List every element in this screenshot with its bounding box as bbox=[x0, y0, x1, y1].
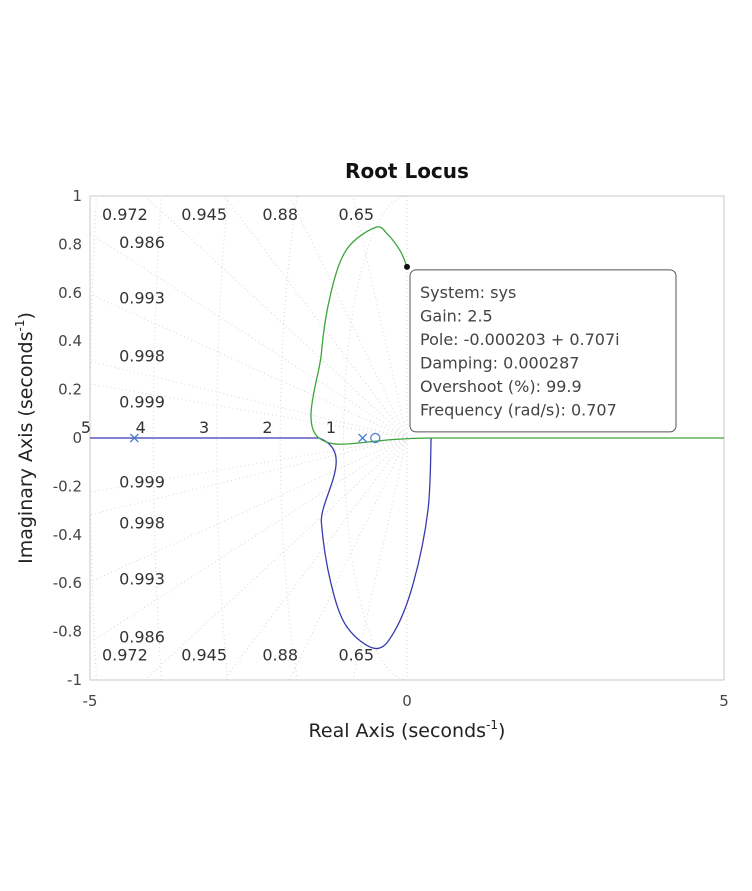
datatip-marker bbox=[404, 263, 410, 270]
tick-layer: -5 0 510.80.60.40.20-0.2-0.4-0.6-0.8-10.97… bbox=[53, 187, 729, 710]
frequency-arc bbox=[343, 195, 408, 681]
pole-marker-stroke bbox=[358, 433, 368, 443]
frequency-label: 2 bbox=[262, 418, 272, 437]
damping-label: 0.972 bbox=[102, 205, 148, 224]
y-tick-label: -0.2 bbox=[53, 477, 82, 495]
frequency-label: 1 bbox=[326, 418, 336, 437]
damping-label: 0.65 bbox=[338, 205, 374, 224]
damping-label: 0.945 bbox=[181, 646, 227, 665]
damping-ray bbox=[352, 195, 408, 439]
frequency-arc bbox=[89, 195, 97, 681]
damping-ray bbox=[89, 437, 408, 493]
damping-label: 0.986 bbox=[119, 233, 165, 252]
y-tick-label: 1 bbox=[72, 187, 82, 205]
y-tick-label: 0.6 bbox=[58, 284, 82, 302]
damping-label: 0.998 bbox=[119, 347, 165, 366]
damping-ray bbox=[89, 293, 408, 439]
y-tick-label: -0.8 bbox=[53, 623, 82, 641]
damping-ray bbox=[289, 195, 408, 439]
y-tick-label: 0.2 bbox=[58, 381, 82, 399]
damping-label: 0.65 bbox=[338, 646, 374, 665]
y-tick-label: 0.4 bbox=[58, 332, 82, 350]
frequency-label: 5 bbox=[81, 418, 91, 437]
damping-ray bbox=[223, 195, 408, 439]
datatip-layer: System: sys Gain: 2.5 Pole: -0.000203 + 0.… bbox=[404, 263, 677, 433]
damping-label: 0.993 bbox=[119, 289, 165, 308]
damping-ray bbox=[89, 232, 408, 439]
damping-label: 0.999 bbox=[119, 393, 165, 412]
datatip-line: System: sys bbox=[420, 283, 516, 302]
damping-label: 0.972 bbox=[102, 646, 148, 665]
damping-ray bbox=[144, 437, 408, 681]
y-axis-label: Imaginary Axis (seconds-1) bbox=[13, 312, 37, 564]
damping-label: 0.88 bbox=[262, 205, 298, 224]
frequency-arc bbox=[279, 195, 298, 681]
damping-ray bbox=[89, 383, 408, 439]
damping-ray bbox=[352, 437, 408, 681]
frequency-arc bbox=[152, 195, 162, 681]
pole-marker bbox=[129, 433, 139, 443]
damping-label: 0.993 bbox=[119, 569, 165, 588]
damping-label: 0.945 bbox=[181, 205, 227, 224]
datatip-line: Frequency (rad/s): 0.707 bbox=[420, 400, 617, 419]
damping-ray bbox=[89, 437, 408, 644]
damping-label: 0.999 bbox=[119, 473, 165, 492]
damping-ray bbox=[144, 195, 408, 439]
damping-ray bbox=[289, 437, 408, 681]
y-tick-label: -0.6 bbox=[53, 574, 82, 592]
x-tick-label: -5 bbox=[83, 692, 98, 710]
chart-title: Root Locus bbox=[345, 159, 469, 183]
y-tick-label: 0 bbox=[72, 429, 82, 447]
datatip-line: Gain: 2.5 bbox=[420, 306, 493, 325]
sgrid-layer bbox=[89, 195, 408, 681]
x-axis-label: Real Axis (seconds-1) bbox=[309, 718, 506, 742]
damping-ray bbox=[89, 437, 408, 583]
pole-marker-stroke bbox=[129, 433, 139, 443]
zero-marker bbox=[370, 432, 381, 444]
frequency-label: 3 bbox=[199, 418, 209, 437]
damping-ray bbox=[223, 437, 408, 681]
locus-branch-2 bbox=[310, 226, 724, 445]
pole-marker bbox=[358, 433, 368, 443]
damping-label: 0.88 bbox=[262, 646, 298, 665]
datatip-box bbox=[409, 269, 677, 433]
x-tick-label: 5 bbox=[719, 692, 729, 710]
y-tick-label: 0.8 bbox=[58, 235, 82, 253]
damping-label: 0.986 bbox=[119, 627, 165, 646]
datatip-line: Overshoot (%): 99.9 bbox=[420, 377, 582, 396]
datatip-line: Damping: 0.000287 bbox=[420, 353, 579, 372]
x-tick-label: 0 bbox=[402, 692, 412, 710]
locus-branch-1 bbox=[90, 437, 432, 650]
damping-label: 0.998 bbox=[119, 514, 165, 533]
y-tick-label: -1 bbox=[67, 671, 82, 689]
marker-layer bbox=[129, 432, 381, 444]
frequency-label: 4 bbox=[136, 418, 146, 437]
datatip-line: Pole: -0.000203 + 0.707i bbox=[420, 330, 620, 349]
y-tick-label: -0.4 bbox=[53, 526, 82, 544]
series-layer bbox=[90, 226, 724, 650]
